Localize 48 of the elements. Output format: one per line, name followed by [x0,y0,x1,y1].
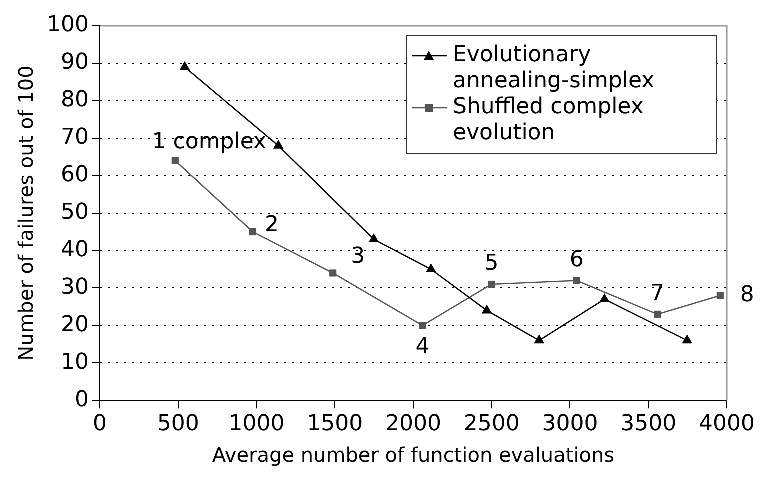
annotation: 8 [740,282,754,308]
y-tick-label: 80 [60,88,89,113]
x-tick-label: 2500 [464,412,520,437]
point [716,292,724,300]
y-tick-label: 10 [60,350,89,375]
point [180,61,190,70]
y-tick-label: 60 [60,162,89,188]
point [482,304,492,314]
y-tick-label: 20 [60,312,89,338]
y-tick-label: 0 [74,387,89,412]
legend-label: Evolutionary annealing-simplex [453,42,655,94]
x-tick-label: 4000 [699,412,755,437]
annotation: 7 [650,281,665,306]
point [368,234,380,243]
x-tick-label: 2000 [385,412,442,437]
point [273,140,284,149]
legend-label: Shuffled complex evolution [453,94,644,146]
x-tick-label: 0 [92,412,107,437]
point [573,277,580,284]
point [426,263,436,272]
x-tick-label: 1500 [307,412,364,437]
x-tick-label: 500 [157,412,200,437]
y-tick-label: 50 [60,200,89,226]
y-tick-label: 70 [60,125,89,150]
annotation: 6 [570,247,584,272]
y-tick-label: 40 [60,237,89,262]
annotation: 1 complex [152,130,267,155]
point [249,228,257,236]
x-tick-label: 1000 [228,412,285,437]
point [330,270,337,277]
point [488,280,496,288]
point [654,310,662,318]
y-tick-label: 100 [46,12,89,38]
point [682,334,693,344]
x-tick-label: 3000 [542,412,598,437]
annotation: 2 [264,212,279,238]
annotation: 4 [416,334,430,360]
y-axis-title: Number of failures out of 100 [14,66,38,361]
annotation: 5 [484,251,499,276]
y-tick-label: 30 [60,274,89,300]
point [600,293,610,302]
x-tick-label: 3500 [620,412,677,437]
point [172,157,179,164]
x-axis-title: Average number of function evaluations [212,443,615,468]
y-tick-label: 90 [60,50,89,76]
annotation: 3 [351,244,366,269]
point [534,334,545,344]
point [419,322,426,330]
